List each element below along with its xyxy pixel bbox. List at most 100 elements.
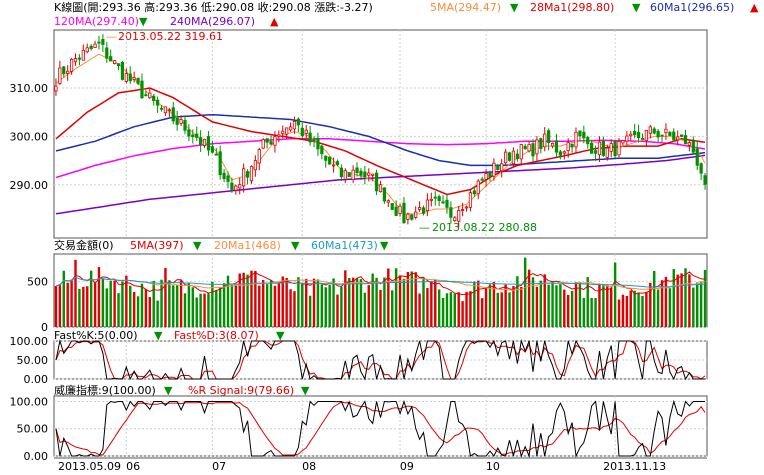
volume-bar (684, 268, 687, 327)
ma120-legend: 120MA(297.40) (54, 15, 139, 28)
price-candle (253, 160, 257, 171)
volume-ma5-legend: 5MA(397) (130, 239, 184, 252)
volume-bar (598, 283, 601, 327)
price-candle (58, 67, 62, 84)
volume-ma5-arrow-icon: ▼ (193, 239, 202, 252)
low-mark: — (419, 221, 430, 234)
price-candle (128, 73, 132, 82)
price-candle (214, 153, 218, 156)
volume-bar (688, 274, 691, 327)
price-candle (261, 139, 265, 149)
price-candle (664, 128, 668, 133)
price-candle (699, 163, 703, 174)
volume-bar (422, 277, 425, 327)
price-candle (515, 153, 519, 160)
kd-lines (55, 339, 706, 381)
volume-bar (703, 269, 707, 327)
price-candle (109, 56, 113, 62)
price-candle (112, 60, 117, 65)
volume-bar (637, 292, 640, 327)
volume-bar (328, 284, 331, 327)
price-candle (468, 192, 473, 208)
price-candle (668, 131, 672, 136)
x-tick-label: 2013.11.13 (603, 460, 666, 473)
price-tick-label: 290.00 (10, 179, 49, 192)
volume-bar (457, 292, 460, 327)
volume-ma60-legend: 60Ma1(473) (311, 239, 378, 252)
price-candle (613, 140, 617, 157)
volume-bar (301, 283, 304, 327)
ma5-legend: 5MA(294.47) (430, 1, 501, 14)
price-candle (320, 145, 324, 155)
volume-bar (461, 301, 464, 327)
price-candle (605, 147, 609, 158)
volume-bar (418, 293, 421, 327)
volume-bar (387, 268, 390, 327)
price-candle (199, 137, 203, 145)
kd-k-line (55, 339, 705, 381)
price-candle (550, 142, 555, 147)
volume-bar (175, 284, 179, 327)
price-candle (687, 142, 692, 146)
volume-bar (641, 295, 644, 327)
volume-bar (383, 277, 386, 327)
price-candle (504, 151, 508, 164)
volume-bar (609, 287, 613, 327)
volume-bar (242, 272, 245, 327)
price-ma60-line (55, 113, 706, 167)
price-candle (116, 63, 121, 67)
price-candle (394, 206, 398, 216)
price-candle (89, 45, 93, 50)
volume-bar (394, 268, 398, 327)
volume-bar (473, 281, 476, 327)
volume-bar (144, 289, 148, 327)
volume-bar (582, 297, 586, 327)
ma60-legend: 60Ma1(296.65) (650, 1, 734, 14)
volume-bar (172, 285, 175, 327)
price-candle (331, 164, 336, 167)
price-candle (597, 141, 602, 156)
volume-bar (277, 283, 281, 327)
volume-bar (621, 294, 625, 327)
kd-tick-label: 100.00 (10, 335, 49, 348)
price-candle (335, 161, 340, 166)
price-candle (69, 58, 74, 72)
price-candle (234, 185, 238, 191)
volume-bar (62, 270, 65, 327)
volume-bar (617, 299, 621, 327)
volume-bar (594, 298, 597, 327)
volume-bar (164, 267, 167, 327)
volume-bar (649, 282, 652, 327)
price-candle (621, 140, 625, 144)
kd-legend: Fast%K:5(0.00) ▼ Fast%D:3(8.07) ▼ (54, 329, 285, 342)
price-candle (578, 130, 582, 137)
volume-bar (199, 293, 202, 327)
volume-bar (492, 281, 496, 327)
volume-bar (316, 279, 320, 327)
price-candle (222, 172, 226, 180)
price-candle (457, 210, 461, 222)
price-candle (695, 148, 699, 166)
volume-bar (218, 287, 222, 327)
price-candle (273, 136, 277, 146)
price-candle (554, 140, 559, 153)
price-candle (543, 133, 547, 148)
volume-bar (101, 278, 105, 327)
price-candle (81, 49, 85, 61)
volume-bar (402, 278, 406, 327)
price-candle (242, 168, 246, 187)
price-candles (54, 34, 707, 228)
price-candle (179, 119, 183, 124)
wr-tick-label: 0.00 (24, 450, 49, 463)
price-candle (566, 142, 570, 151)
price-candle (488, 172, 492, 178)
low-annotation: — 2013.08.22 280.88 (419, 221, 537, 234)
price-frame (53, 29, 708, 239)
volume-bar (551, 281, 554, 327)
price-candle (187, 129, 191, 137)
volume-bar (480, 298, 484, 327)
volume-bar (211, 281, 214, 327)
volume-bar (113, 280, 116, 327)
vol-tick-label: 0 (41, 321, 48, 334)
volume-bar (375, 277, 378, 327)
